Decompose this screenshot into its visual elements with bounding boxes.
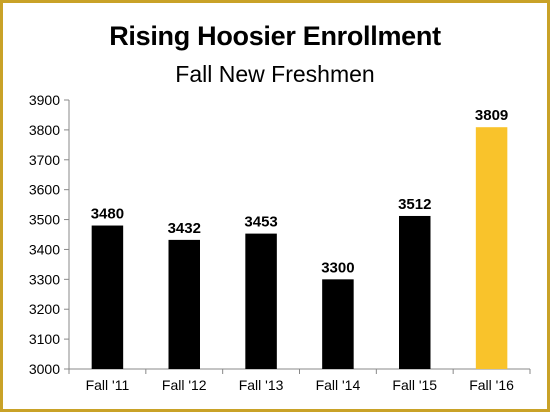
bar [475, 127, 508, 370]
x-tick-label: Fall '11 [86, 377, 130, 393]
chart-subtitle: Fall New Freshmen [175, 61, 375, 87]
bar-value-label: 3480 [91, 206, 124, 223]
y-tick-label: 3200 [29, 301, 60, 317]
bar [168, 239, 201, 369]
x-tick-label: Fall '15 [392, 377, 437, 393]
y-tick-label: 3700 [29, 152, 60, 168]
y-axis-ticks: 3000 3100 3200 3300 3400 3500 3600 3700 3800 3900 [29, 92, 69, 377]
y-tick-label: 3900 [29, 92, 60, 108]
y-tick-label: 3500 [29, 212, 60, 228]
y-tick-label: 3600 [29, 182, 60, 198]
chart-title: Rising Hoosier Enrollment [109, 21, 441, 51]
bar-value-label: 3512 [398, 196, 431, 213]
y-tick-label: 3300 [29, 271, 60, 287]
x-tick-label: Fall '13 [239, 377, 284, 393]
bar [91, 225, 124, 369]
chart-axes [68, 100, 530, 370]
bar-value-label: 3809 [475, 107, 508, 124]
bar-value-label: 3432 [168, 220, 201, 237]
x-tick-label: Fall '16 [469, 377, 514, 393]
data-labels: 3480 3432 3453 3300 3512 3809 [91, 107, 509, 276]
bar-value-label: 3453 [244, 214, 277, 231]
bar [245, 233, 277, 369]
bar [398, 215, 431, 369]
bar-value-label: 3300 [321, 259, 354, 276]
y-tick-label: 3000 [29, 361, 60, 377]
y-tick-label: 3800 [29, 122, 60, 138]
x-tick-label: Fall '12 [162, 377, 207, 393]
x-tick-label: Fall '14 [316, 377, 361, 393]
bar [322, 279, 354, 369]
y-tick-label: 3400 [29, 241, 60, 257]
y-tick-label: 3100 [29, 331, 60, 347]
x-axis-ticks: Fall '11 Fall '12 Fall '13 Fall '14 Fall '15… [68, 369, 531, 393]
bar-series [91, 127, 508, 370]
